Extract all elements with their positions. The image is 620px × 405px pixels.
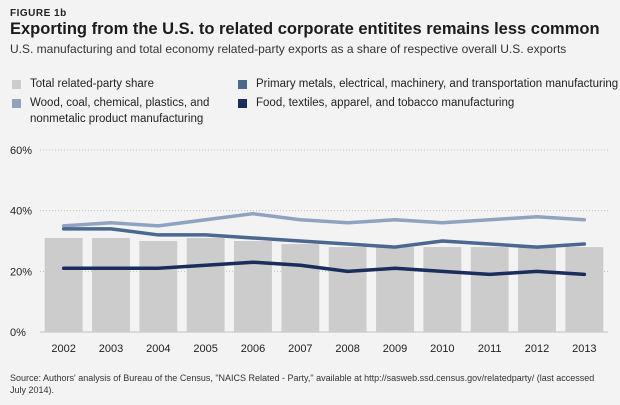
figure-label: FIGURE 1b (10, 8, 67, 19)
x-tick-label: 2013 (572, 343, 596, 355)
bar-2005 (186, 237, 225, 332)
legend-item-wood: Wood, coal, chemical, plastics, and nonm… (12, 95, 210, 127)
x-tick-label: 2004 (146, 343, 170, 355)
legend-item-total: Total related-party share (12, 76, 155, 92)
bars-total-share (44, 237, 604, 332)
x-tick-label: 2002 (51, 343, 75, 355)
chart-title: Exporting from the U.S. to related corpo… (10, 20, 600, 38)
line-series-food (61, 260, 587, 277)
series-lines (61, 211, 587, 277)
bar-2009 (376, 247, 414, 332)
legend-swatch-wood (12, 99, 21, 108)
y-tick-label: 0% (10, 327, 26, 339)
x-tick-label: 2009 (383, 343, 407, 355)
y-tick-label: 60% (10, 145, 32, 157)
x-tick-label: 2012 (525, 343, 549, 355)
gridlines (40, 149, 608, 333)
x-tick-label: 2007 (288, 343, 312, 355)
legend-swatch-total (12, 80, 21, 89)
axis-labels: 0% 20% 40% 60% 2002 2003 2004 2005 2006 2007 2008 2… (10, 145, 597, 355)
source-note: Source: Authors' analysis of Bureau of t… (10, 373, 595, 395)
legend-label-wood-line1: Wood, coal, chemical, plastics, and (30, 97, 210, 109)
legend-label-wood-line2: nonmetalic product manufacturing (30, 113, 204, 125)
x-tick-label: 2005 (193, 343, 217, 355)
legend-swatch-primary (238, 80, 247, 89)
bar-2010 (423, 247, 462, 332)
legend-label-food: Food, textiles, apparel, and tobacco man… (256, 97, 515, 109)
legend-item-food: Food, textiles, apparel, and tobacco man… (238, 95, 515, 111)
x-tick-label: 2011 (478, 343, 502, 355)
x-tick-label: 2008 (335, 343, 359, 355)
legend-label-total: Total related-party share (30, 78, 155, 90)
bar-2012 (518, 247, 556, 332)
bar-2011 (470, 247, 509, 332)
y-tick-label: 40% (10, 206, 32, 218)
legend-label-primary: Primary metals, electrical, machinery, a… (256, 78, 619, 90)
bar-2013 (565, 247, 604, 332)
bar-2007 (281, 244, 320, 332)
legend-swatch-food (238, 99, 247, 108)
line-series-primary (61, 227, 587, 249)
y-tick-label: 20% (10, 266, 32, 278)
x-tick-label: 2006 (241, 343, 265, 355)
bar-2004 (139, 241, 178, 332)
line-series-wood (61, 211, 587, 228)
bar-2008 (328, 247, 367, 332)
bar-2006 (234, 241, 272, 332)
x-tick-label: 2003 (99, 343, 123, 355)
x-tick-label: 2010 (430, 343, 454, 355)
chart-subtitle: U.S. manufacturing and total economy rel… (10, 42, 567, 56)
bar-2002 (44, 237, 83, 332)
legend-item-primary: Primary metals, electrical, machinery, a… (238, 76, 619, 92)
chart-legend: Total related-party share Wood, coal, ch… (0, 0, 620, 130)
bar-2003 (92, 237, 130, 332)
